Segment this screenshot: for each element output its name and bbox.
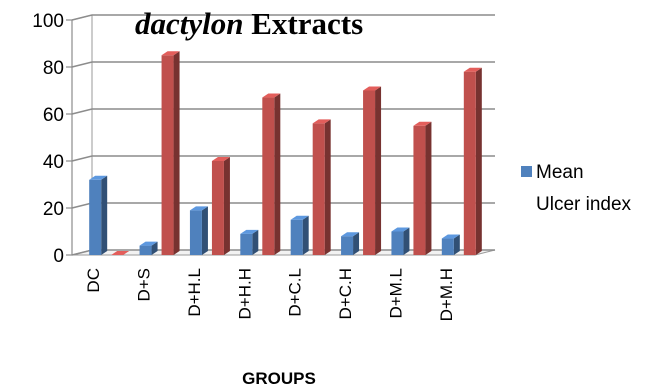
legend-entry-1: Mean [536, 162, 584, 183]
bar-front [413, 125, 426, 255]
grid-layer [66, 14, 496, 256]
y-tick-label: 60 [43, 105, 64, 126]
bar-top [463, 67, 482, 72]
bar-1-D+S [139, 241, 158, 255]
x-tick-label-D+H.H: D+H.H [235, 268, 254, 319]
bar-side [475, 67, 482, 255]
bar-top [341, 232, 360, 237]
bar-top [391, 227, 410, 232]
bar-front [262, 97, 275, 255]
bar-side [201, 206, 208, 255]
bar-side [302, 215, 309, 255]
bar-side [324, 119, 331, 256]
bar-2-D+H.L [211, 157, 230, 255]
gridline [71, 61, 495, 68]
legend-entry-2: Ulcer index [536, 194, 632, 215]
bar-2-DC [111, 251, 130, 255]
bar-top [441, 234, 460, 239]
bar-front [341, 236, 354, 255]
x-tick-label-DC: DC [84, 268, 103, 293]
bar-side [453, 234, 460, 255]
bar-2-D+M.H [463, 67, 482, 255]
x-tick-labels: DC D+S D+H.L D+H.H D+C.L D+C.H D+M.L D+M.H [84, 268, 456, 321]
bar-top [189, 206, 208, 211]
bar-side [274, 93, 281, 255]
bar-side [252, 229, 259, 255]
bars-layer [89, 51, 482, 256]
bar-top [262, 93, 281, 98]
bar-side [353, 232, 360, 255]
bar-1-D+H.L [189, 206, 208, 255]
bar-top [139, 241, 158, 246]
bar-top [290, 215, 309, 220]
y-tick-label: 20 [43, 199, 64, 220]
bar-top [161, 51, 180, 56]
bar-top [363, 86, 382, 91]
bar-2-D+M.L [413, 121, 432, 255]
bar-side [375, 86, 382, 255]
bar-front [240, 233, 253, 255]
bar-top [111, 251, 130, 255]
gridline [71, 202, 495, 209]
bar-2-D+S [161, 51, 180, 255]
gridline [71, 108, 495, 115]
legend-swatch [521, 166, 532, 177]
bar-1-D+M.L [391, 227, 410, 255]
bar-front [363, 90, 376, 255]
bar-top [312, 119, 331, 124]
bar-front [189, 210, 202, 255]
bar-2-D+H.H [262, 93, 281, 255]
bar-side [403, 227, 410, 255]
x-tick-label-D+M.H: D+M.H [437, 268, 456, 321]
bar-side [425, 121, 432, 255]
x-axis-label: GROUPS [242, 369, 316, 388]
bar-top [211, 157, 230, 161]
bar-2-D+C.L [312, 119, 331, 256]
x-tick-label-D+C.L: D+C.L [286, 268, 305, 317]
bar-1-DC [89, 175, 108, 255]
bar-top [240, 229, 259, 234]
x-tick-label-D+S: D+S [135, 268, 154, 302]
bar-front [89, 179, 102, 255]
bar-front [290, 219, 303, 255]
gridline [71, 14, 495, 21]
bar-front [161, 55, 174, 255]
bar-front [139, 245, 152, 255]
x-tick-label-D+M.L: D+M.L [386, 268, 405, 319]
bar-side [173, 51, 180, 255]
y-tick-label: 40 [43, 152, 64, 173]
side-wall [71, 14, 93, 256]
x-tick-label-D+C.H: D+C.H [336, 268, 355, 319]
bar-side [101, 175, 108, 255]
chart-title: dactylon Extracts [135, 6, 363, 41]
chart-title-rest: Extracts [244, 6, 364, 41]
bar-side [151, 241, 158, 255]
bar-top [413, 121, 432, 126]
bar-side [223, 157, 230, 255]
bar-1-D+M.H [441, 234, 460, 255]
y-tick-labels: 0 20 40 60 80 100 [32, 11, 64, 267]
bar-1-D+C.L [290, 215, 309, 255]
y-tick-label: 100 [32, 11, 64, 32]
gridline [71, 155, 495, 162]
x-tick-label-D+H.L: D+H.L [185, 268, 204, 317]
bar-front [391, 231, 404, 255]
bar-1-D+H.H [240, 229, 259, 255]
legend: Mean Ulcer index [521, 162, 632, 215]
bar-front [463, 71, 476, 255]
y-tick-label: 0 [53, 246, 64, 267]
chart-title-italic: dactylon [135, 6, 244, 41]
bar-2-D+C.H [363, 86, 382, 255]
bar-front [441, 238, 454, 255]
bar-top [89, 175, 108, 180]
bar-1-D+C.H [341, 232, 360, 255]
y-tick-label: 80 [43, 58, 64, 79]
bar-front [312, 123, 325, 256]
bar-front [211, 161, 224, 255]
